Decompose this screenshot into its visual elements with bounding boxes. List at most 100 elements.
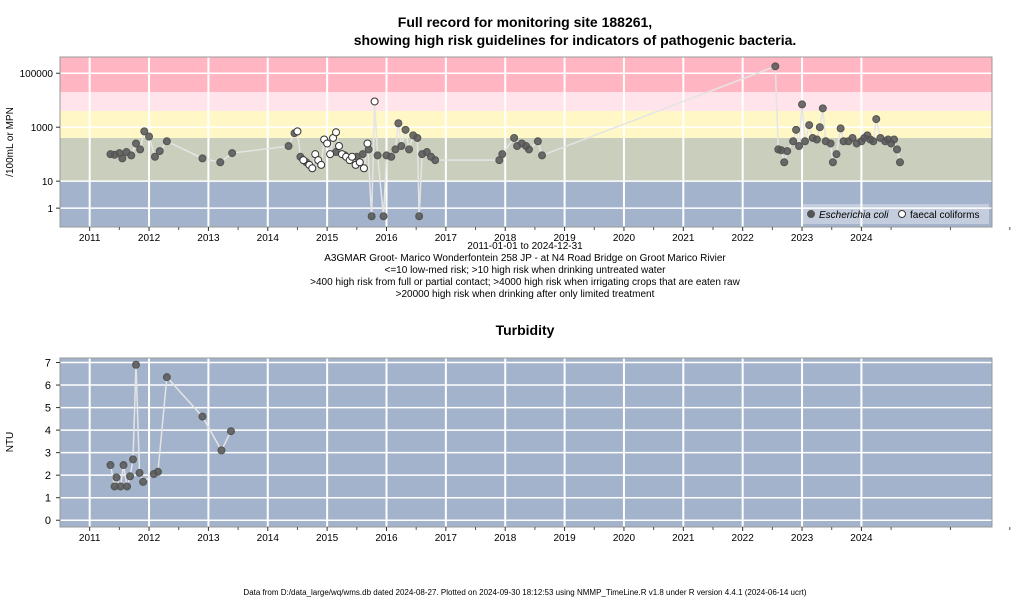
ecoli-point-9 [145,132,154,141]
faecal-point-0 [293,127,302,136]
ecoli-point-86 [893,145,902,154]
turbidity-point-15 [217,446,226,455]
faecal-point-20 [363,139,372,148]
faecal-point-3 [308,164,317,173]
turbidity-point-0 [106,461,115,470]
ecoli-point-36 [413,133,422,142]
ecoli-point-55 [783,147,792,156]
ecoli-point-61 [805,121,814,130]
xtick-label-2022: 2022 [732,233,755,244]
turbidity-point-5 [123,482,132,491]
chart-title-line1: Full record for monitoring site 188261, [398,14,652,30]
turb-xtick-label-2012: 2012 [138,533,161,544]
xtick-label-2016: 2016 [375,233,398,244]
faecal-point-12 [335,142,344,151]
ecoli-point-16 [284,142,293,151]
chart-title-line2: showing high risk guidelines for indicat… [354,32,797,48]
ecoli-point-65 [818,104,827,113]
faecal-point-1 [299,156,308,165]
ecoli-point-8 [140,127,149,136]
xtick-label-2015: 2015 [316,233,339,244]
xtick-label-2012: 2012 [138,233,161,244]
ecoli-point-14 [216,158,225,167]
faecal-point-9 [326,150,335,159]
turb-xtick-label-2022: 2022 [732,533,755,544]
turbidity-plot-frame [59,357,993,528]
turb-xtick-label-2020: 2020 [613,533,636,544]
guideline-note-2: >400 high risk from full or partial cont… [310,277,740,288]
turb-ytick-label-2: 2 [45,470,51,482]
ecoli-point-7 [136,145,145,154]
guideline-note-3: >20000 high risk when drinking after onl… [396,289,655,300]
legend-ecoli-marker [807,210,815,218]
ecoli-point-56 [789,137,798,146]
ecoli-point-26 [373,151,382,160]
turb-xtick-label-2016: 2016 [375,533,398,544]
turb-ytick-label-3: 3 [45,448,51,460]
turb-ytick-label-0: 0 [45,515,51,527]
grid-lines [60,57,992,227]
turbidity-point-16 [226,427,235,436]
turb-xtick-label-2021: 2021 [672,533,695,544]
legend: Escherichia coli faecal coliforms [803,204,989,224]
turb-xtick-label-2019: 2019 [553,533,576,544]
turbidity-point-13 [162,373,171,382]
y-axis-label: /100mL or MPN [5,107,16,177]
x-axis: 2011 2012 2013 2014 2015 2016 2017 2018 2019 2020… [79,227,1011,244]
turbidity-point-4 [119,461,128,470]
ytick-label-1000: 1000 [31,123,54,134]
ecoli-point-11 [155,147,164,156]
ecoli-point-12 [162,137,171,146]
faecal-point-8 [323,139,332,148]
turbidity-point-14 [198,412,207,421]
ecoli-point-63 [812,135,821,144]
ecoli-point-37 [415,212,424,221]
faecal-point-16 [348,152,357,161]
ecoli-point-44 [510,133,519,142]
xtick-label-2011: 2011 [79,233,101,244]
ecoli-point-23 [358,150,367,159]
ecoli-point-29 [387,152,396,161]
ecoli-point-33 [401,125,410,134]
turbidity-grid-lines [60,358,992,527]
turbidity-point-6 [126,472,135,481]
xtick-label-2020: 2020 [613,233,636,244]
ecoli-point-25 [367,212,376,221]
ecoli-point-68 [828,158,837,167]
turbidity-point-3 [116,482,125,491]
xtick-label-2019: 2019 [553,233,576,244]
legend-ecoli-label: Escherichia coli [819,210,889,221]
ecoli-point-41 [431,156,440,165]
faecal-point-18 [355,158,364,167]
turb-ytick-label-6: 6 [45,380,51,392]
xtick-label-2013: 2013 [197,233,220,244]
faecal-point-21 [370,97,379,106]
turbidity-points [106,360,235,491]
legend-faecal-label: faecal coliforms [910,210,979,221]
ecoli-point-30 [391,145,400,154]
ecoli-point-50 [538,151,547,160]
faecal-point-6 [317,160,326,169]
ecoli-point-15 [228,149,237,158]
turbidity-point-10 [139,477,148,486]
band-4 [60,57,992,93]
ecoli-point-49 [533,137,542,146]
band-3 [60,92,992,111]
turb-ytick-label-1: 1 [45,493,51,505]
xtick-label-2017: 2017 [435,233,458,244]
turb-xtick-label-2018: 2018 [494,533,517,544]
ecoli-point-31 [394,119,403,128]
y-axis: 1 10 1000 100000 [20,69,60,215]
site-label: A3GMAR Groot- Marico Wonderfontein 258 J… [324,253,726,264]
turb-ytick-label-5: 5 [45,403,51,415]
ecoli-point-32 [397,142,406,151]
ecoli-point-48 [524,145,533,154]
band-2 [60,110,992,138]
data-points [106,62,904,221]
plot-frame [59,56,993,228]
ecoli-point-69 [832,150,841,159]
turb-xtick-label-2015: 2015 [316,533,339,544]
ecoli-point-60 [801,137,810,146]
turb-xtick-label-2014: 2014 [257,533,280,544]
